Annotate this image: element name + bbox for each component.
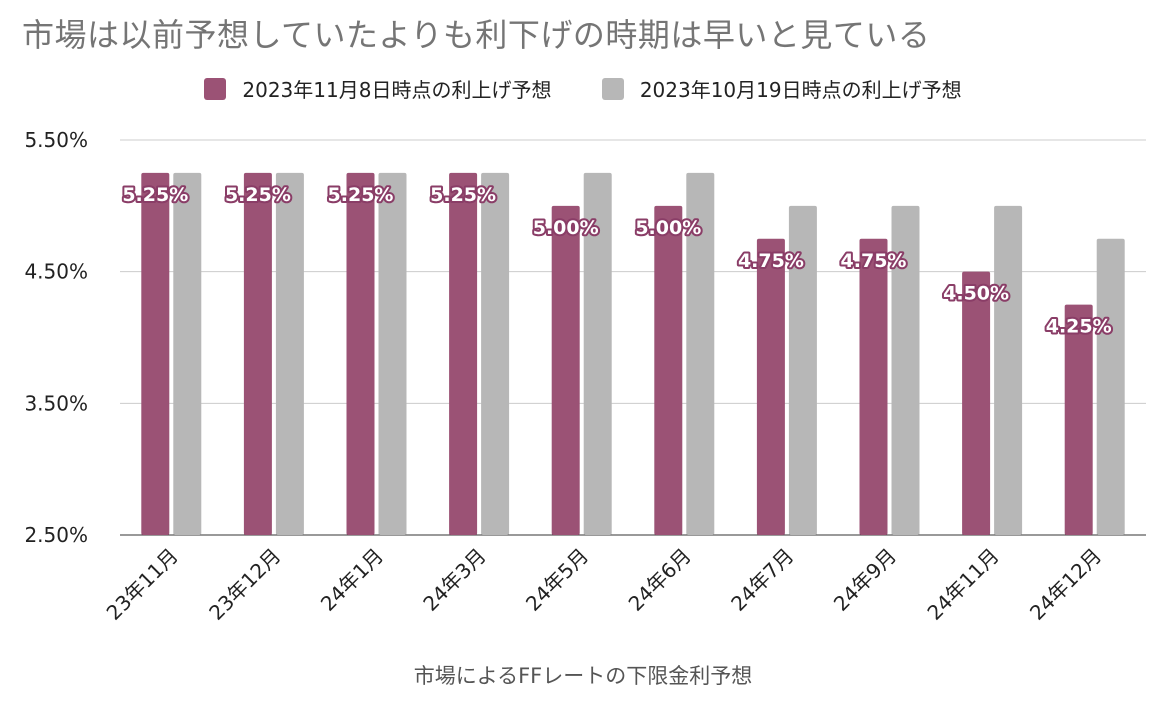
data-label: 4.25% [1046,316,1112,338]
legend: 2023年11月8日時点の利上げ予想 2023年10月19日時点の利上げ予想 [0,74,1166,105]
x-tick-label: 24年7月 [726,544,798,616]
y-tick-label: 5.50% [24,128,88,152]
legend-swatch-series-2 [601,77,624,100]
data-label: 5.00% [533,217,599,239]
bar-chart: 5.50% 4.50% 3.50% 2.50% 5.25% 23年11月 5.25% 23年1… [24,128,1146,625]
y-tick-label: 4.50% [24,260,88,284]
bar-series-2 [1096,238,1125,535]
data-label: 4.75% [841,250,907,272]
data-label: 4.75% [738,250,804,272]
bar-series-2 [686,172,715,535]
y-tick-label: 2.50% [24,523,88,547]
x-tick-label: 24年9月 [829,544,901,616]
x-tick-label: 24年1月 [316,544,388,616]
legend-label-series-1: 2023年11月8日時点の利上げ予想 [242,78,552,102]
bar-series-1 [346,172,375,535]
x-tick-label: 23年12月 [204,544,285,625]
bar-series-2 [583,172,612,535]
bar-series-1 [551,205,580,536]
bar-series-1 [654,205,683,536]
x-tick-label: 24年11月 [922,544,1003,625]
bar-series-2 [378,172,407,535]
bar-series-1 [449,172,478,535]
legend-item-series-1[interactable]: 2023年11月8日時点の利上げ予想 [204,74,551,103]
legend-item-series-2[interactable]: 2023年10月19日時点の利上げ予想 [601,74,962,103]
bar-series-2 [173,172,202,535]
bar-series-1 [859,238,888,535]
x-axis-title: 市場によるFFレートの下限金利予想 [413,664,753,688]
x-tick-label: 24年6月 [624,544,696,616]
x-tick-label: 24年3月 [418,544,490,616]
bar-series-2 [275,172,304,535]
bar-series-2 [891,205,920,536]
bar-series-1 [1064,304,1093,535]
y-tick-label: 3.50% [24,391,88,415]
x-tick-label: 24年12月 [1025,544,1106,625]
data-label: 5.25% [328,184,394,206]
data-label: 5.00% [635,217,701,239]
x-tick-label: 23年11月 [102,544,183,625]
legend-swatch-series-1 [204,77,227,100]
data-label: 5.25% [430,184,496,206]
data-label: 5.25% [225,184,291,206]
bar-series-2 [788,205,817,536]
bar-series-1 [756,238,785,535]
chart-title: 市場は以前予想していたよりも利下げの時期は早いと見ている [22,16,931,54]
data-label: 5.25% [122,184,188,206]
bar-series-2 [481,172,510,535]
bar-series-1 [243,172,272,535]
x-tick-label: 24年5月 [521,544,593,616]
data-label: 4.50% [943,283,1009,305]
bar-series-1 [962,271,991,535]
bar-series-1 [141,172,170,535]
legend-label-series-2: 2023年10月19日時点の利上げ予想 [639,78,962,102]
bar-series-2 [994,205,1023,536]
